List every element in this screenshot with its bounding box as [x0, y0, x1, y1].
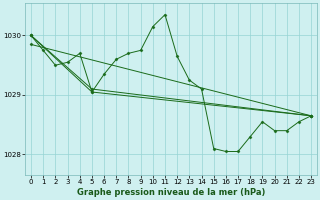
X-axis label: Graphe pression niveau de la mer (hPa): Graphe pression niveau de la mer (hPa) [77, 188, 265, 197]
